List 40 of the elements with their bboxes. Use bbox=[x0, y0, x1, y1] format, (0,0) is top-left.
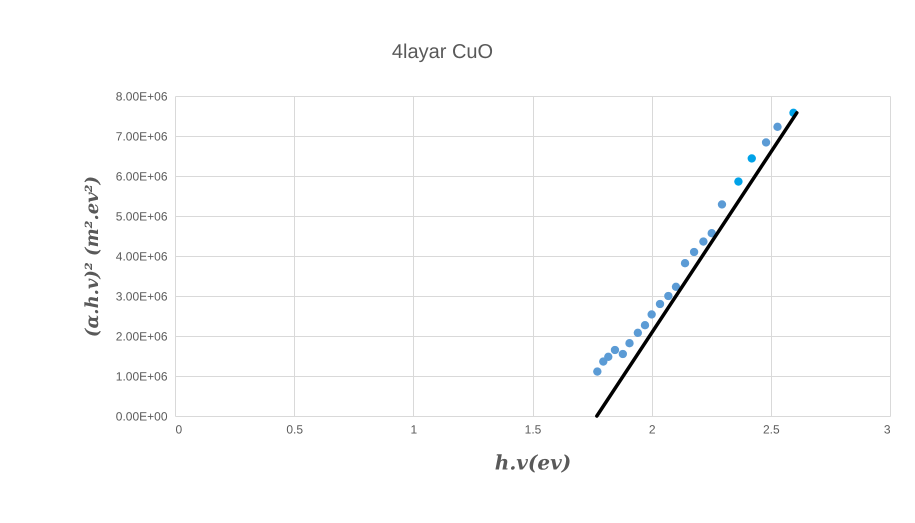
x-axis-title: h.v(ev) bbox=[494, 450, 572, 474]
x-tick-label: 0 bbox=[176, 422, 182, 436]
y-axis-title: (α.h.v)² (m².ev²) bbox=[82, 176, 103, 338]
point bbox=[680, 259, 690, 268]
y-tick-label: 7.00E+06 bbox=[116, 130, 168, 144]
y-tick-label: 6.00E+06 bbox=[116, 170, 168, 184]
point bbox=[604, 352, 612, 361]
x-tick-label: 1.5 bbox=[524, 422, 542, 436]
x-tick-label: 1 bbox=[410, 422, 418, 436]
y-tick-label: 1.00E+06 bbox=[116, 370, 168, 384]
point bbox=[690, 248, 698, 256]
x-tick-label: 2.5 bbox=[762, 422, 780, 436]
point bbox=[718, 200, 726, 209]
point bbox=[599, 357, 608, 366]
point bbox=[699, 237, 708, 246]
y-tick-label: 3.00E+06 bbox=[116, 290, 168, 304]
point bbox=[634, 328, 642, 337]
y-tick-label: 5.00E+06 bbox=[116, 210, 168, 224]
y-tick-label: 0.00E+00 bbox=[116, 410, 168, 424]
point bbox=[625, 339, 634, 348]
point bbox=[618, 350, 628, 358]
point bbox=[610, 346, 620, 354]
point bbox=[593, 367, 602, 376]
y-tick-label: 8.00E+06 bbox=[116, 90, 168, 104]
point bbox=[672, 282, 680, 291]
y-tick-label: 2.00E+06 bbox=[116, 330, 168, 344]
point bbox=[640, 321, 650, 330]
point bbox=[748, 154, 756, 163]
point bbox=[734, 177, 743, 186]
chart-title: 4layar CuO bbox=[392, 41, 494, 63]
x-tick-label: 0.5 bbox=[286, 422, 304, 436]
point bbox=[708, 229, 716, 238]
point bbox=[773, 122, 782, 131]
point bbox=[664, 292, 673, 300]
x-tick-label: 3 bbox=[884, 422, 891, 436]
point bbox=[647, 310, 656, 319]
y-tick-label: 4.00E+06 bbox=[116, 250, 168, 264]
point bbox=[762, 138, 770, 147]
point bbox=[656, 300, 664, 308]
x-tick-label: 2 bbox=[648, 422, 656, 436]
